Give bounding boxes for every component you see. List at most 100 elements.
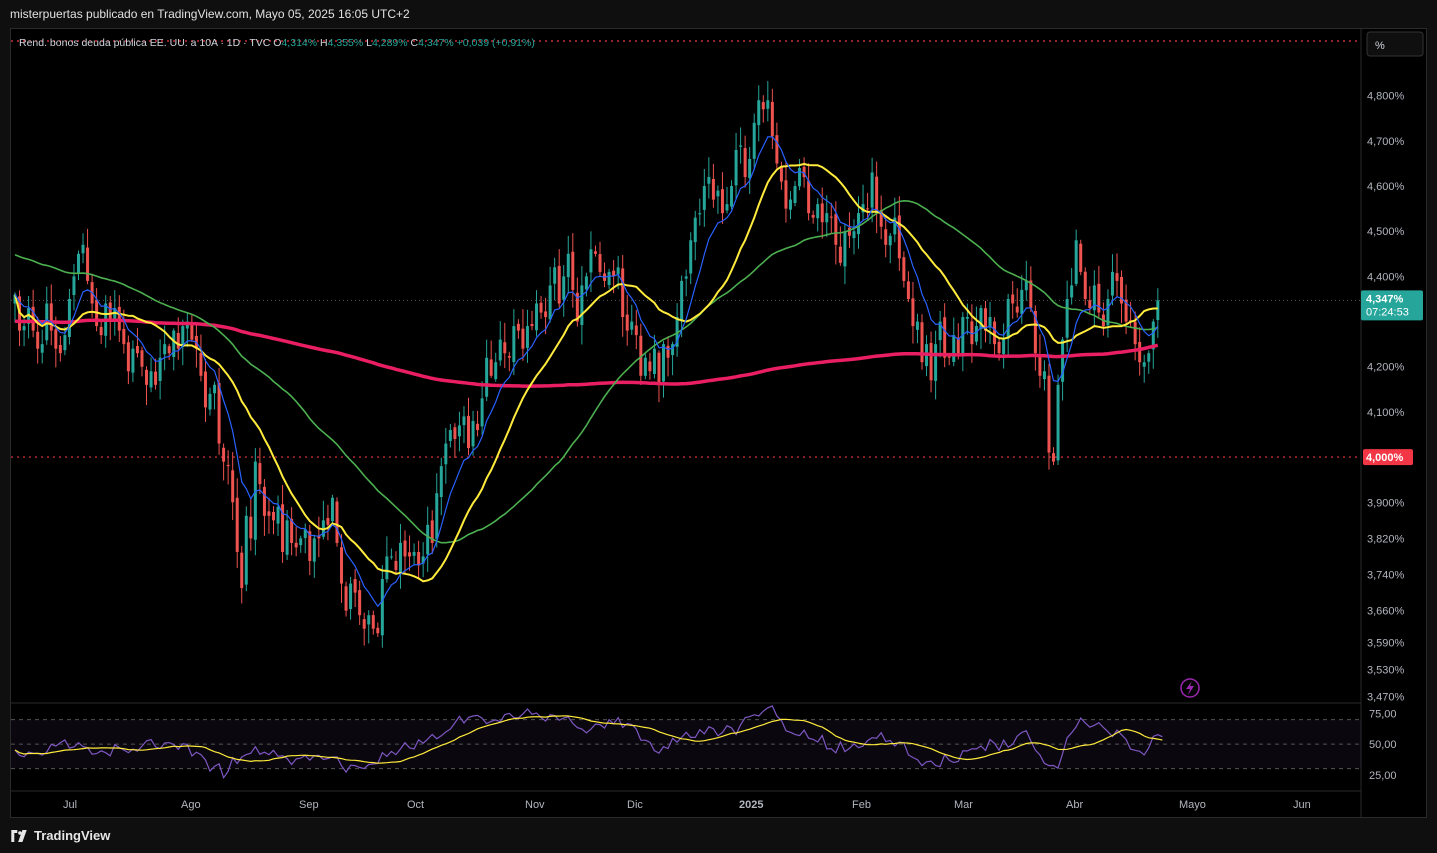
- candle: [494, 362, 498, 380]
- candle: [752, 122, 756, 159]
- price-tick-label: 3,470%: [1367, 691, 1405, 703]
- candle: [1074, 240, 1078, 284]
- candle: [825, 213, 829, 223]
- time-tick-label: Feb: [852, 799, 871, 811]
- candle: [367, 615, 371, 625]
- candle: [1024, 280, 1028, 291]
- candle: [639, 335, 643, 376]
- candle: [539, 302, 543, 313]
- candle: [353, 579, 357, 593]
- candle: [203, 371, 207, 408]
- candle: [140, 350, 144, 367]
- rsi-pane: [11, 705, 1361, 780]
- price-tick-label: 3,660%: [1367, 606, 1405, 618]
- price-tick-label: 4,100%: [1367, 407, 1405, 419]
- candle: [544, 311, 548, 318]
- candle: [498, 339, 502, 361]
- candle: [503, 342, 507, 354]
- candle: [403, 540, 407, 557]
- time-tick-label: Jul: [63, 799, 77, 811]
- ma-200-line: [14, 318, 1159, 388]
- candle: [657, 352, 661, 385]
- chart-frame[interactable]: 4,900%4,800%4,700%4,600%4,500%4,400%4,20…: [10, 28, 1427, 818]
- candle: [22, 326, 26, 331]
- candle: [467, 415, 470, 449]
- candle: [702, 186, 706, 210]
- candle: [739, 145, 743, 147]
- candle: [439, 466, 443, 498]
- ema-9-line: [14, 136, 1159, 608]
- alert-price-tag[interactable]: [1363, 449, 1413, 466]
- candle: [154, 371, 158, 385]
- time-tick-label: Mar: [954, 799, 973, 811]
- candle: [530, 323, 534, 327]
- candle: [970, 321, 974, 345]
- candle: [167, 346, 171, 354]
- candle: [1124, 299, 1128, 322]
- candle: [802, 166, 806, 178]
- time-tick-label: Oct: [407, 799, 424, 811]
- candle: [798, 167, 802, 187]
- candle: [1079, 243, 1083, 272]
- candle: [308, 531, 312, 561]
- candle: [63, 335, 67, 351]
- price-tick-label: 3,740%: [1367, 570, 1405, 582]
- candle: [983, 308, 987, 331]
- percent-scale-button[interactable]: [1366, 31, 1424, 57]
- candle: [335, 501, 339, 543]
- candle: [938, 321, 942, 341]
- candle: [135, 346, 139, 354]
- candle: [13, 294, 17, 304]
- candle: [652, 348, 656, 374]
- candle: [181, 326, 185, 347]
- time-tick-label: Jun: [1293, 799, 1311, 811]
- candle: [884, 229, 888, 245]
- rsi-line: [14, 705, 1163, 780]
- candle: [680, 280, 684, 322]
- rsi-tick-label: 75,00: [1369, 709, 1397, 721]
- candle: [598, 254, 602, 272]
- candles-layer: [13, 81, 1160, 648]
- brand[interactable]: TradingView: [10, 828, 110, 843]
- candle: [743, 148, 747, 178]
- candle: [294, 542, 298, 548]
- time-axis: Jul Ago Sep Oct Nov Dic 2025 Feb Mar Abr Mayo Jun: [11, 790, 1361, 811]
- candle: [267, 511, 271, 516]
- candle: [934, 344, 938, 381]
- candle: [244, 515, 248, 585]
- candle: [99, 326, 103, 336]
- candle: [303, 529, 307, 539]
- candle: [566, 253, 570, 278]
- candle: [330, 497, 334, 522]
- price-tick-label: 3,530%: [1367, 664, 1405, 676]
- candle: [816, 204, 820, 219]
- candle: [1047, 375, 1051, 453]
- candle: [258, 463, 262, 485]
- candle: [711, 178, 715, 200]
- lightning-icon[interactable]: [1180, 678, 1200, 698]
- candle: [199, 353, 203, 376]
- candle: [820, 203, 824, 223]
- chart-svg[interactable]: 4,900%4,800%4,700%4,600%4,500%4,400%4,20…: [11, 29, 1426, 817]
- time-tick-label: Dic: [627, 799, 643, 811]
- candle: [943, 317, 947, 358]
- candle: [521, 328, 525, 349]
- candle: [720, 189, 724, 214]
- price-tick-label: 3,820%: [1367, 533, 1405, 545]
- candle: [535, 303, 539, 331]
- candle: [1042, 371, 1046, 380]
- moving-averages-layer: [14, 136, 1159, 608]
- candle: [1097, 283, 1101, 313]
- candle: [507, 356, 511, 358]
- percent-scale-label: %: [1375, 40, 1385, 52]
- candle: [548, 285, 552, 320]
- candle: [394, 560, 398, 571]
- candle: [766, 100, 770, 109]
- candle: [349, 583, 353, 610]
- candle: [480, 398, 484, 427]
- candle: [213, 384, 217, 394]
- candle: [961, 317, 965, 356]
- candle: [340, 547, 344, 584]
- candle: [222, 447, 226, 462]
- candle: [911, 298, 915, 327]
